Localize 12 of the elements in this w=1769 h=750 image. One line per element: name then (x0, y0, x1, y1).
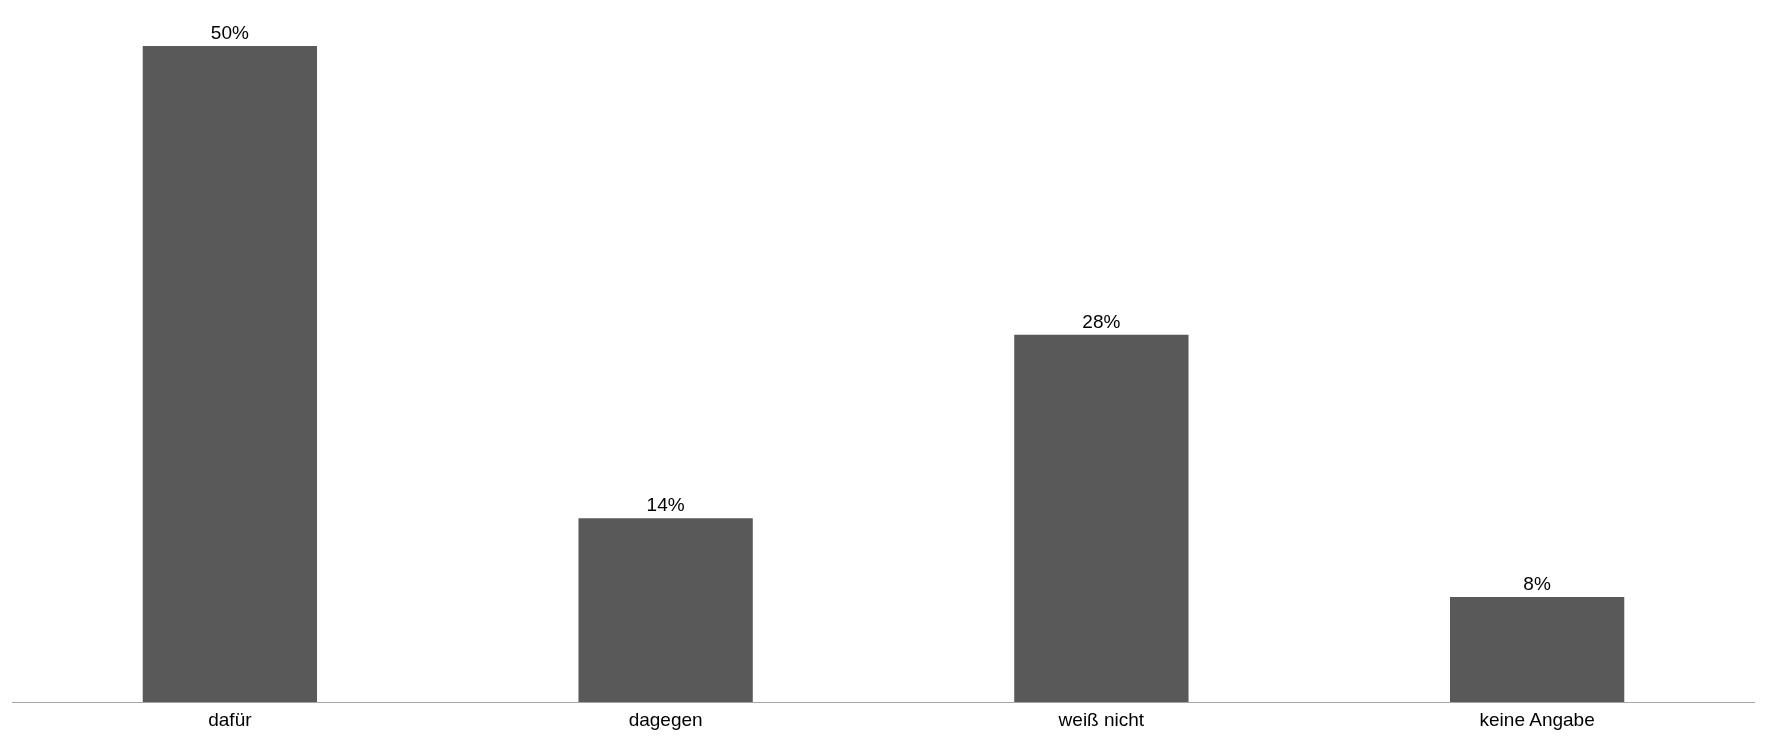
x-tick-label: weiß nicht (1057, 708, 1145, 730)
bar (1449, 597, 1625, 702)
data-label: 8% (1523, 573, 1551, 595)
bar (1014, 334, 1189, 702)
data-label: 14% (646, 494, 685, 516)
data-label: 50% (210, 22, 249, 43)
bar (142, 46, 318, 702)
x-tick-label: dagegen (628, 708, 703, 730)
data-label: 28% (1082, 310, 1121, 332)
bar (578, 518, 753, 702)
x-tick-label: keine Angabe (1479, 708, 1595, 730)
x-tick-label: dafür (208, 708, 253, 730)
